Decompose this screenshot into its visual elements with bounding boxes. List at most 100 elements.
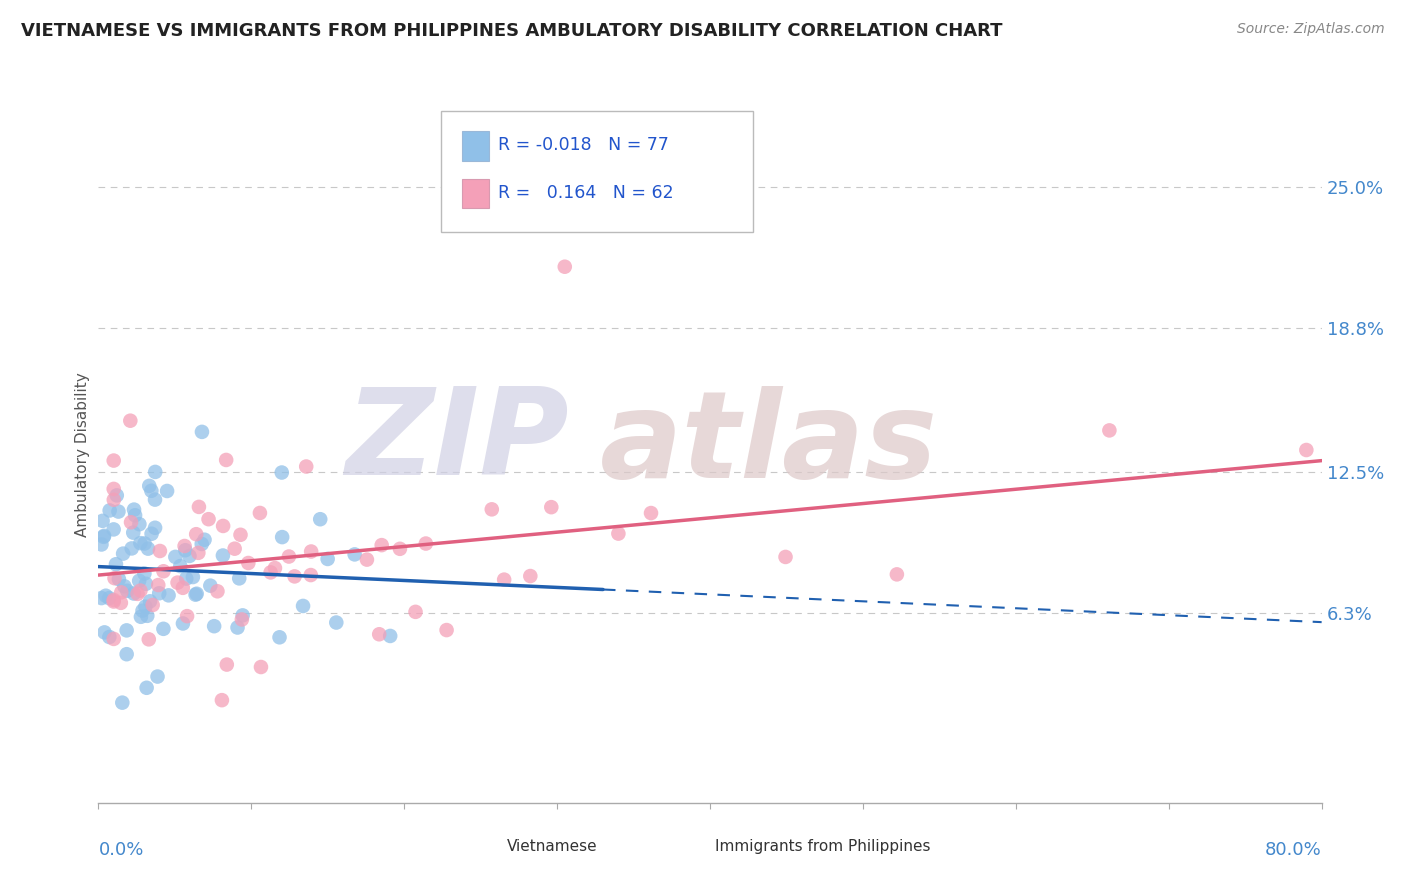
Text: atlas: atlas	[600, 386, 938, 503]
Point	[388, 541, 411, 556]
FancyBboxPatch shape	[441, 111, 752, 232]
Point	[115, 624, 138, 638]
Point	[136, 541, 159, 556]
Point	[269, 630, 291, 644]
Point	[94, 589, 117, 603]
Text: Immigrants from Philippines: Immigrants from Philippines	[714, 839, 931, 855]
Point	[405, 605, 427, 619]
Point	[112, 547, 135, 561]
Point	[264, 561, 287, 575]
Point	[186, 587, 208, 601]
Point	[115, 583, 138, 598]
Point	[127, 587, 149, 601]
Point	[519, 569, 541, 583]
Point	[226, 620, 249, 634]
Point	[143, 465, 166, 479]
Point	[103, 594, 125, 608]
Point	[136, 608, 159, 623]
Point	[415, 536, 437, 550]
Point	[190, 537, 212, 551]
Point	[224, 541, 246, 556]
Point	[93, 529, 115, 543]
Text: 80.0%: 80.0%	[1265, 841, 1322, 859]
Point	[131, 604, 153, 618]
Point	[143, 492, 166, 507]
Text: ZIP: ZIP	[346, 383, 569, 500]
Point	[105, 488, 128, 502]
Point	[156, 483, 179, 498]
Point	[135, 576, 157, 591]
Point	[157, 588, 180, 602]
Point	[128, 574, 150, 588]
Point	[103, 492, 125, 507]
Text: 0.0%: 0.0%	[98, 841, 143, 859]
Point	[174, 543, 197, 558]
Point	[184, 588, 207, 602]
Point	[134, 536, 156, 550]
Point	[316, 552, 339, 566]
Point	[212, 519, 235, 533]
Point	[277, 549, 299, 564]
Point	[152, 622, 174, 636]
Point	[250, 660, 273, 674]
Y-axis label: Ambulatory Disability: Ambulatory Disability	[75, 373, 90, 537]
Point	[215, 453, 238, 467]
Point	[121, 541, 143, 556]
Point	[98, 591, 121, 606]
Point	[139, 594, 162, 608]
Point	[108, 572, 131, 586]
Point	[187, 546, 209, 560]
Point	[215, 657, 238, 672]
Point	[231, 612, 253, 626]
Point	[129, 536, 152, 550]
Point	[134, 599, 156, 614]
Point	[122, 502, 145, 516]
Text: R =   0.164   N = 62: R = 0.164 N = 62	[498, 184, 673, 202]
Point	[103, 482, 125, 496]
Point	[172, 581, 194, 595]
Text: Source: ZipAtlas.com: Source: ZipAtlas.com	[1237, 22, 1385, 37]
Point	[211, 693, 233, 707]
Point	[91, 514, 114, 528]
Point	[356, 552, 378, 566]
Point	[292, 599, 315, 613]
Point	[110, 596, 132, 610]
Point	[554, 260, 576, 274]
Point	[186, 527, 208, 541]
Point	[152, 564, 174, 578]
Point	[148, 586, 170, 600]
FancyBboxPatch shape	[679, 836, 706, 857]
Point	[370, 538, 392, 552]
Point	[120, 414, 142, 428]
Point	[142, 598, 165, 612]
Point	[200, 579, 222, 593]
Point	[98, 503, 121, 517]
Point	[166, 575, 188, 590]
Point	[481, 502, 503, 516]
Point	[149, 544, 172, 558]
Point	[202, 619, 225, 633]
Point	[325, 615, 347, 630]
Point	[90, 591, 112, 605]
Point	[115, 647, 138, 661]
Point	[343, 548, 366, 562]
FancyBboxPatch shape	[461, 178, 489, 208]
Point	[299, 568, 322, 582]
Point	[232, 608, 254, 623]
Point	[295, 459, 318, 474]
Point	[124, 508, 146, 523]
FancyBboxPatch shape	[461, 131, 489, 161]
Point	[138, 479, 160, 493]
Point	[284, 569, 307, 583]
Point	[141, 483, 163, 498]
Point	[104, 558, 127, 572]
Point	[169, 559, 191, 574]
Point	[607, 526, 630, 541]
Point	[436, 623, 458, 637]
Point	[271, 530, 294, 544]
Text: R = -0.018   N = 77: R = -0.018 N = 77	[498, 136, 669, 154]
Point	[138, 632, 160, 647]
Point	[134, 566, 156, 581]
Point	[120, 516, 142, 530]
Point	[129, 583, 152, 598]
